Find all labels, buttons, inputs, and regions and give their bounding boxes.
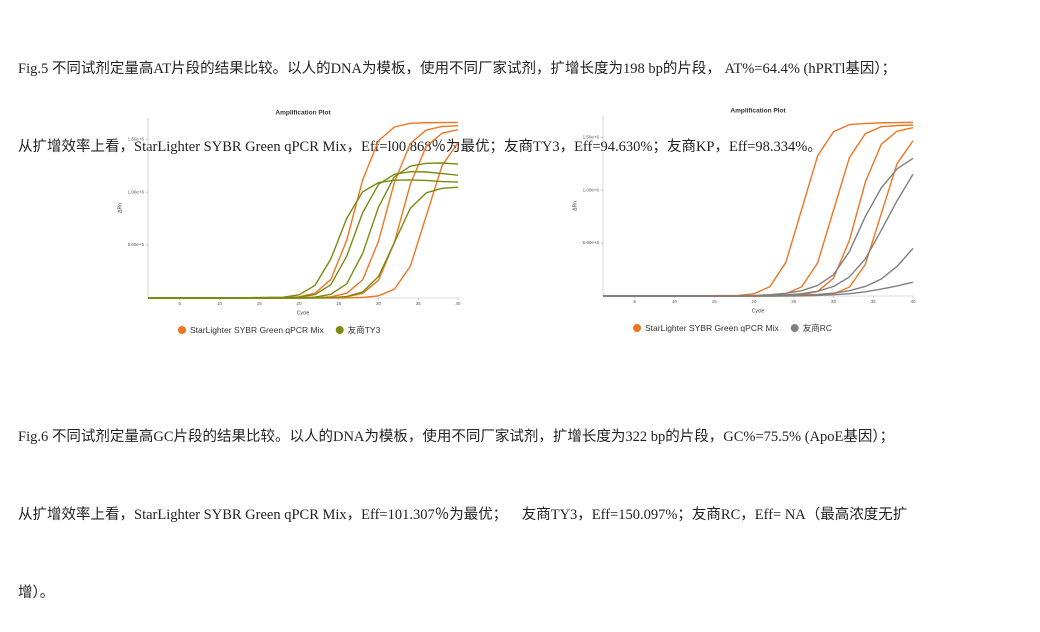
x-tick-label: 5 bbox=[634, 299, 637, 304]
amplification-curve bbox=[148, 125, 459, 299]
x-tick-label: 35 bbox=[871, 299, 877, 304]
chart-title: Amplification Plot bbox=[275, 110, 331, 117]
caption-line: 增）。 bbox=[18, 585, 55, 601]
amplification-curve bbox=[148, 170, 459, 299]
x-tick-label: 15 bbox=[712, 299, 718, 304]
chart-title: Amplification Plot bbox=[730, 108, 786, 115]
amplification-curve bbox=[603, 124, 914, 297]
y-axis-label: ΔRn bbox=[117, 203, 123, 213]
y-tick-label: 1.00e+6 bbox=[128, 189, 145, 194]
legend-marker bbox=[178, 326, 186, 334]
caption-line: 从扩增效率上看，StarLighter SYBR Green qPCR Mix，… bbox=[18, 139, 822, 155]
amplification-curve bbox=[148, 179, 459, 299]
y-tick-label: 5.00e+5 bbox=[583, 240, 600, 245]
legend-marker bbox=[790, 324, 799, 332]
amplification-curve bbox=[603, 173, 914, 297]
x-tick-label: 10 bbox=[672, 299, 678, 304]
y-tick-label: 1.00e+6 bbox=[583, 187, 600, 192]
amplification-curve bbox=[148, 186, 459, 299]
x-tick-label: 15 bbox=[257, 301, 263, 306]
legend-label: 友商RC bbox=[803, 323, 832, 333]
y-tick-label: 1.50e+6 bbox=[583, 134, 600, 139]
caption: Fig.5 不同试剂定量高AT片段的结果比较。以人的DNA为模板，使用不同厂家试… bbox=[18, 4, 896, 186]
y-axis-label: ΔRn bbox=[572, 201, 578, 211]
chart: Amplification Plot 5.00e+5 1.00e+6 1.50e+6 5… bbox=[117, 110, 461, 335]
caption-line: Fig.5 不同试剂定量高AT片段的结果比较。以人的DNA为模板，使用不同厂家试… bbox=[18, 61, 897, 77]
caption-line: 从扩增效率上看，StarLighter SYBR Green qPCR Mix，… bbox=[18, 507, 908, 523]
amplification-curve bbox=[603, 121, 914, 297]
x-tick-label: 5 bbox=[179, 301, 182, 306]
y-tick-label: 1.50e+6 bbox=[128, 136, 145, 141]
x-tick-label: 25 bbox=[791, 299, 797, 304]
x-tick-label: 25 bbox=[336, 301, 342, 306]
x-tick-label: 30 bbox=[831, 299, 837, 304]
amplification-curve bbox=[148, 121, 459, 299]
x-tick-label: 40 bbox=[910, 299, 916, 304]
legend-marker bbox=[633, 324, 641, 332]
x-tick-label: 20 bbox=[297, 301, 303, 306]
x-tick-label: 35 bbox=[416, 301, 422, 306]
legend-label: StarLighter SYBR Green qPCR Mix bbox=[645, 323, 779, 333]
caption: Fig.6 不同试剂定量高GC片段的结果比较。以人的DNA为模板，使用不同厂家试… bbox=[18, 372, 907, 632]
amplification-curve bbox=[603, 140, 914, 297]
legend-label: StarLighter SYBR Green qPCR Mix bbox=[190, 325, 324, 335]
x-tick-label: 40 bbox=[455, 301, 461, 306]
x-axis-label: Cycle bbox=[297, 310, 310, 316]
legend-label: 友商TY3 bbox=[348, 325, 381, 335]
amplification-curve bbox=[148, 128, 459, 299]
caption-line: Fig.6 不同试剂定量高GC片段的结果比较。以人的DNA为模板，使用不同厂家试… bbox=[18, 429, 895, 445]
amplification-curve bbox=[603, 281, 914, 297]
x-tick-label: 10 bbox=[217, 301, 223, 306]
chart: Amplification Plot 5.00e+5 1.00e+6 1.50e+6 5… bbox=[572, 108, 916, 333]
x-tick-label: 30 bbox=[376, 301, 382, 306]
legend-marker bbox=[335, 326, 344, 334]
x-axis-label: Cycle bbox=[752, 308, 765, 314]
amplification-curve bbox=[603, 126, 914, 297]
page: {"captions": [ {"lines": ["Fig.5 不同试剂定量高… bbox=[18, 4, 916, 601]
y-tick-label: 5.00e+5 bbox=[128, 242, 145, 247]
x-tick-label: 20 bbox=[752, 299, 758, 304]
